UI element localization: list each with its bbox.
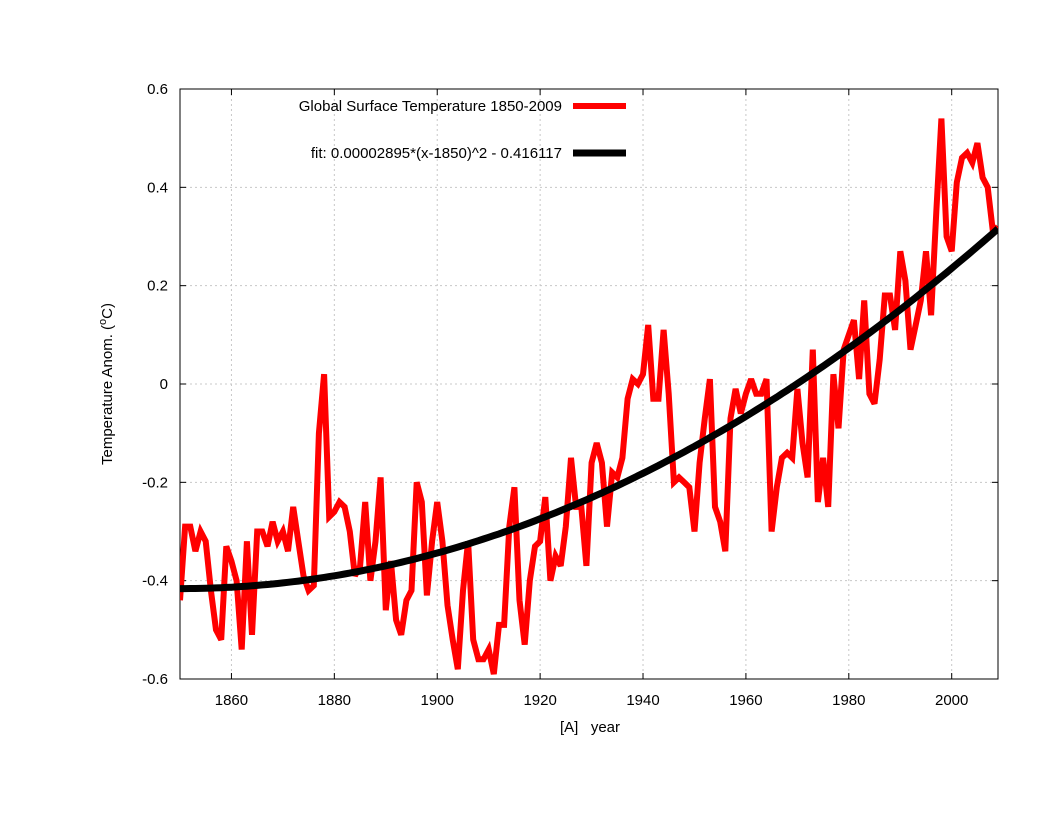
ticks-layer: 1860 1880 1900 1920 1940 1960 1980 2000 -0.6 -0.4… (142, 81, 998, 709)
legend: Global Surface Temperature 1850-2009 fit… (299, 98, 626, 162)
y-tick-label: 0.2 (147, 278, 168, 295)
y-axis-label-main: Temperature Anom. ( (99, 325, 116, 465)
x-tick-label: 1860 (215, 692, 248, 709)
legend-label-fit: fit: 0.00002895*(x-1850)^2 - 0.416117 (311, 145, 562, 162)
series-layer (180, 118, 998, 675)
y-tick-label: 0 (160, 376, 168, 393)
y-tick-label: 0.6 (147, 81, 168, 98)
x-tick-label: 2000 (935, 692, 968, 709)
x-tick-label: 1880 (318, 692, 351, 709)
y-tick-label: 0.4 (147, 179, 168, 196)
y-tick-label: -0.4 (142, 573, 168, 590)
x-tick-label: 1900 (421, 692, 454, 709)
y-tick-label: -0.2 (142, 474, 168, 491)
x-tick-label: 1960 (729, 692, 762, 709)
x-tick-label: 1980 (832, 692, 865, 709)
y-axis-label: Temperature Anom. (oC) (97, 303, 116, 465)
x-tick-label: 1920 (523, 692, 556, 709)
y-axis-label-unit: C) (99, 303, 116, 319)
x-tick-label: 1940 (626, 692, 659, 709)
y-axis-label-superscript: o (97, 319, 109, 325)
temperature-series-line (180, 118, 998, 675)
x-axis-label: [A] year (560, 719, 620, 736)
y-tick-label: -0.6 (142, 671, 168, 688)
fit-curve-line (180, 226, 998, 593)
legend-label-temperature: Global Surface Temperature 1850-2009 (299, 98, 562, 115)
